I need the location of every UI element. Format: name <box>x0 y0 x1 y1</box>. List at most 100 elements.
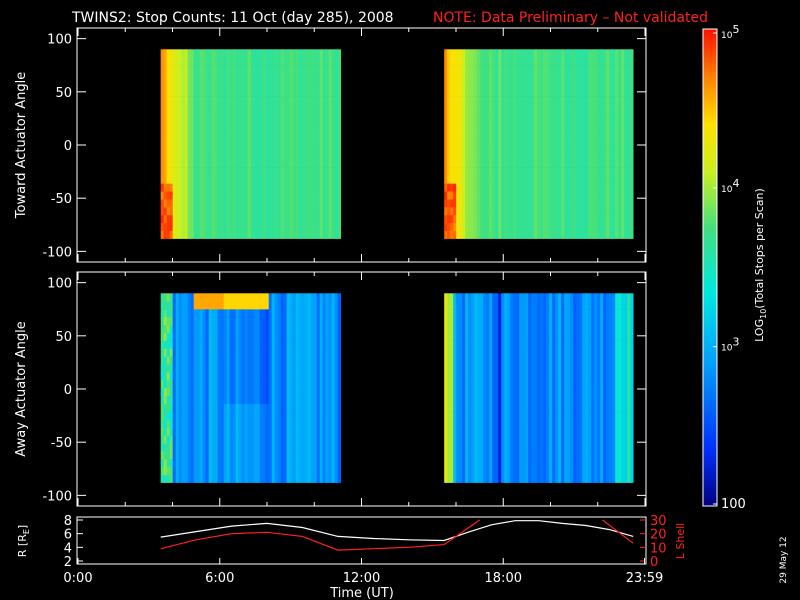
heatmap-cell <box>450 136 454 145</box>
heatmap-cell <box>573 72 577 82</box>
heatmap-cell <box>238 395 242 404</box>
heatmap-cell <box>558 167 562 176</box>
heatmap-cell <box>630 167 634 176</box>
heatmap-cell <box>549 72 553 82</box>
heatmap-cell <box>244 427 248 436</box>
heatmap-cell <box>259 332 263 341</box>
heatmap-cell <box>316 80 320 89</box>
heatmap-cell <box>522 199 526 208</box>
heatmap-cell <box>160 183 164 192</box>
heatmap-cell <box>462 57 466 66</box>
heatmap-cell <box>337 372 341 381</box>
heatmap-cell <box>334 356 338 365</box>
heatmap-cell <box>477 387 481 397</box>
heatmap-cell <box>492 380 496 389</box>
heatmap-cell <box>253 443 257 452</box>
heatmap-cell <box>334 372 338 381</box>
heatmap-cell <box>214 207 218 216</box>
heatmap-cell <box>513 151 517 160</box>
heatmap-cell <box>331 65 335 74</box>
heatmap-cell <box>298 214 302 224</box>
heatmap-cell <box>627 183 631 192</box>
heatmap-cell <box>199 199 203 208</box>
heatmap-cell <box>453 443 457 452</box>
heatmap-cell <box>175 340 179 349</box>
heatmap-cell <box>169 96 173 105</box>
heatmap-cell <box>235 380 239 389</box>
heatmap-cell <box>588 88 592 97</box>
heatmap-cell <box>495 199 499 208</box>
heatmap-cell <box>474 175 478 184</box>
heatmap-cell <box>489 466 493 475</box>
heatmap-cell <box>214 301 218 310</box>
heatmap-cell <box>259 72 263 82</box>
heatmap-cell <box>211 451 215 460</box>
heatmap-cell <box>471 136 475 145</box>
heatmap-cell <box>199 474 203 483</box>
heatmap-cell <box>286 128 290 137</box>
heatmap-cell <box>624 214 628 224</box>
heatmap-cell <box>471 96 475 105</box>
heatmap-cell <box>247 112 251 121</box>
heatmap-cell <box>202 458 206 468</box>
heatmap-cell <box>244 112 248 121</box>
heatmap-cell <box>226 72 230 82</box>
heatmap-cell <box>546 159 550 168</box>
heatmap-cell <box>507 120 511 129</box>
heatmap-cell <box>612 151 616 160</box>
heatmap-cell <box>447 49 451 58</box>
heatmap-cell <box>513 451 517 460</box>
heatmap-cell <box>277 199 281 208</box>
heatmap-cell <box>504 175 508 184</box>
heatmap-cell <box>328 175 332 184</box>
heatmap-cell <box>471 167 475 176</box>
heatmap-cell <box>229 419 233 428</box>
heatmap-cell <box>271 332 275 341</box>
heatmap-cell <box>459 356 463 365</box>
heatmap-cell <box>301 96 305 105</box>
heatmap-cell <box>465 199 469 208</box>
heatmap-cell <box>474 411 478 420</box>
heatmap-cell <box>322 340 326 349</box>
heatmap-cell <box>208 57 212 66</box>
preliminary-note: NOTE: Data Preliminary – Not validated <box>433 10 708 26</box>
heatmap-cell <box>208 395 212 404</box>
heatmap-cell <box>256 474 260 483</box>
heatmap-cell <box>456 364 460 373</box>
heatmap-cell <box>468 435 472 444</box>
heatmap-cell <box>307 128 311 137</box>
heatmap-cell <box>298 49 302 58</box>
heatmap-cell <box>202 387 206 397</box>
heatmap-cell <box>450 411 454 420</box>
heatmap-cell <box>193 136 197 145</box>
heatmap-cell <box>307 80 311 89</box>
heatmap-cell <box>334 159 338 168</box>
heatmap-cell <box>492 458 496 468</box>
heatmap-cell <box>465 372 469 381</box>
heatmap-cell <box>205 136 209 145</box>
heatmap-cell <box>334 474 338 483</box>
heatmap-cell <box>289 96 293 105</box>
heatmap-cell <box>310 167 314 176</box>
heatmap-cell <box>477 80 481 89</box>
heatmap-cell <box>202 80 206 89</box>
heatmap-cell <box>301 80 305 89</box>
heatmap-cell <box>456 222 460 231</box>
heatmap-cell <box>471 451 475 460</box>
heatmap-cell <box>316 159 320 168</box>
heatmap-cell <box>247 324 251 333</box>
heatmap-cell <box>184 151 188 160</box>
heatmap-cell <box>510 356 514 365</box>
heatmap-cell <box>328 435 332 444</box>
heatmap-cell <box>211 309 215 318</box>
heatmap-cell <box>621 65 625 74</box>
heatmap-cell <box>253 65 257 74</box>
heatmap-cell <box>190 419 194 428</box>
heatmap-cell <box>459 364 463 373</box>
heatmap-cell <box>313 191 317 200</box>
heatmap-cell <box>289 451 293 460</box>
heatmap-cell <box>528 214 532 224</box>
heatmap-cell <box>262 309 266 318</box>
heatmap-cell <box>220 340 224 349</box>
heatmap-cell <box>256 458 260 468</box>
